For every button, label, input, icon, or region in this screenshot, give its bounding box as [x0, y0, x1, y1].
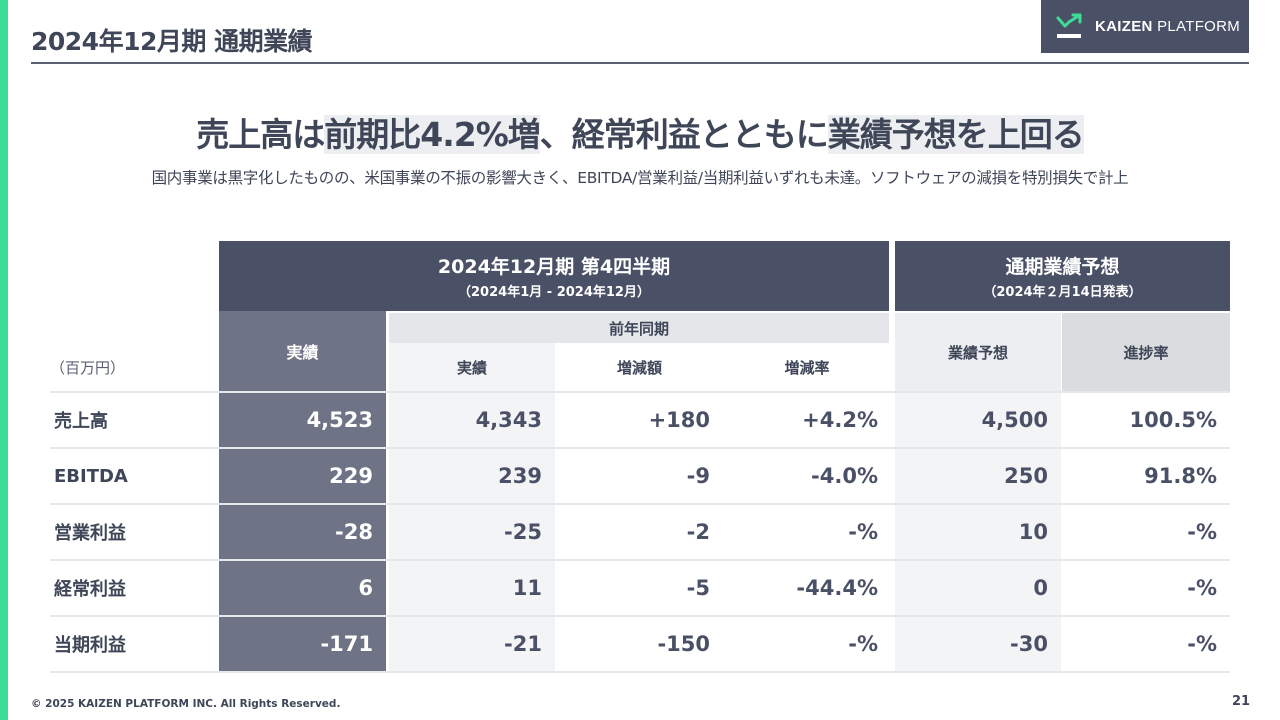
cell-progress: 100.5%: [1129, 408, 1217, 432]
cell-forecast: 4,500: [895, 393, 1061, 447]
cell-progress: -%: [1187, 576, 1217, 600]
col-header-prev-actual: 実績: [389, 343, 555, 391]
row-divider: [50, 503, 1230, 505]
logo-word-kaizen: KAIZEN: [1095, 18, 1153, 35]
page-title: 2024年12月期 通期業績: [31, 27, 313, 56]
prev-year-group-header: 前年同期: [389, 313, 889, 343]
row-divider: [50, 615, 1230, 617]
trend-up-arrow-icon: [1056, 13, 1082, 38]
headline-part-1: 売上高は: [196, 115, 325, 154]
cell-change: -5: [686, 576, 710, 600]
cell-change-rate: +4.2%: [802, 408, 878, 432]
cell-actual: 4,523: [219, 393, 386, 447]
cell-change-rate: -44.4%: [796, 576, 878, 600]
q4-group-title: 2024年12月期 第4四半期: [437, 256, 671, 278]
cell-change: +180: [648, 408, 710, 432]
cell-prev-actual: 239: [389, 449, 555, 503]
headline-highlight-2: 業績予想を上回る: [827, 115, 1085, 154]
cell-change: -150: [657, 632, 710, 656]
headline-highlight-1: 前期比4.2%増: [324, 115, 541, 154]
cell-change-rate: -%: [848, 520, 878, 544]
logo-word-platform: PLATFORM: [1157, 18, 1241, 35]
cell-progress: -%: [1187, 632, 1217, 656]
row-label-ebitda: EBITDA: [54, 465, 128, 487]
col-header-forecast: 業績予想: [895, 313, 1061, 391]
row-divider: [50, 671, 1230, 673]
row-label-operating-income: 営業利益: [54, 523, 126, 544]
cell-actual: 6: [219, 561, 386, 615]
copyright-footer: © 2025 KAIZEN PLATFORM INC. All Rights R…: [31, 698, 341, 710]
q4-group-header: 2024年12月期 第4四半期 （2024年1月 - 2024年12月）: [219, 241, 889, 311]
logo-wordmark: KAIZEN PLATFORM: [1095, 18, 1240, 35]
q4-group-period: （2024年1月 - 2024年12月）: [458, 285, 650, 300]
row-label-ordinary-income: 経常利益: [54, 579, 126, 600]
cell-progress: 91.8%: [1144, 464, 1217, 488]
kaizen-platform-logo: KAIZEN PLATFORM: [1041, 0, 1249, 53]
page-number: 21: [1232, 694, 1251, 709]
col-header-actual: 実績: [219, 311, 386, 391]
cell-change-rate: -4.0%: [811, 464, 878, 488]
cell-actual: 229: [219, 449, 386, 503]
row-label-net-income: 当期利益: [54, 635, 126, 656]
cell-prev-actual: -25: [389, 505, 555, 559]
title-divider: [31, 62, 1249, 64]
row-divider: [50, 391, 1230, 393]
forecast-group-header: 通期業績予想 （2024年２月14日発表）: [895, 241, 1230, 311]
cell-forecast: 250: [895, 449, 1061, 503]
row-label-revenue: 売上高: [54, 411, 108, 432]
row-divider: [50, 559, 1230, 561]
col-header-change-rate: 増減率: [723, 343, 891, 391]
forecast-group-title: 通期業績予想: [1005, 256, 1120, 278]
headline-part-2: 、経常利益とともに: [539, 115, 829, 154]
cell-prev-actual: 4,343: [389, 393, 555, 447]
cell-actual: -171: [219, 617, 386, 671]
cell-change: -2: [686, 520, 710, 544]
headline: 売上高は前期比4.2%増、経常利益とともに業績予想を上回る: [0, 108, 1280, 156]
forecast-group-date: （2024年２月14日発表）: [983, 285, 1142, 300]
cell-forecast: -30: [895, 617, 1061, 671]
cell-forecast: 10: [895, 505, 1061, 559]
left-accent-bar: [0, 0, 8, 720]
cell-prev-actual: 11: [389, 561, 555, 615]
row-divider: [50, 447, 1230, 449]
cell-prev-actual: -21: [389, 617, 555, 671]
cell-progress: -%: [1187, 520, 1217, 544]
cell-change-rate: -%: [848, 632, 878, 656]
col-header-change: 増減額: [556, 343, 723, 391]
unit-label: （百万円）: [50, 359, 126, 377]
subheadline: 国内事業は黒字化したものの、米国事業の不振の影響大きく、EBITDA/営業利益/…: [151, 169, 1129, 187]
cell-change: -9: [686, 464, 710, 488]
cell-actual: -28: [219, 505, 386, 559]
cell-forecast: 0: [895, 561, 1061, 615]
col-header-progress: 進捗率: [1062, 313, 1230, 391]
